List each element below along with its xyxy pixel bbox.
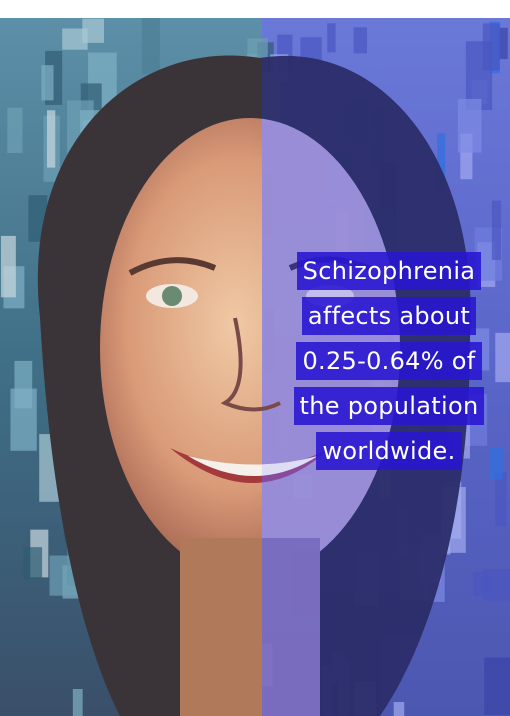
brush-stroke (7, 108, 22, 153)
brush-stroke (327, 23, 335, 52)
caption-line: worldwide. (316, 432, 461, 470)
brush-stroke (354, 27, 367, 53)
brush-stroke (483, 23, 500, 70)
brush-stroke (1, 236, 16, 297)
brush-stroke (495, 333, 510, 382)
brush-stroke (41, 65, 53, 100)
iris (162, 286, 182, 306)
brush-stroke (483, 569, 510, 600)
caption-line: 0.25-0.64% of (296, 342, 481, 380)
brush-stroke (62, 29, 87, 50)
brush-stroke (394, 702, 405, 716)
brush-stroke (458, 99, 482, 153)
caption-line: Schizophrenia (297, 252, 482, 290)
brush-stroke (484, 658, 510, 715)
brush-stroke (73, 689, 83, 716)
brush-stroke (14, 361, 32, 408)
brush-stroke (23, 547, 42, 579)
brush-stroke (495, 473, 506, 527)
brush-stroke (499, 28, 508, 59)
brush-stroke (142, 18, 160, 74)
caption-line: the population (294, 387, 485, 425)
page: Schizophrenia affects about 0.25-0.64% o… (0, 0, 510, 716)
caption-line: affects about (302, 297, 476, 335)
brush-stroke (47, 110, 55, 167)
caption: Schizophrenia affects about 0.25-0.64% o… (284, 252, 494, 470)
